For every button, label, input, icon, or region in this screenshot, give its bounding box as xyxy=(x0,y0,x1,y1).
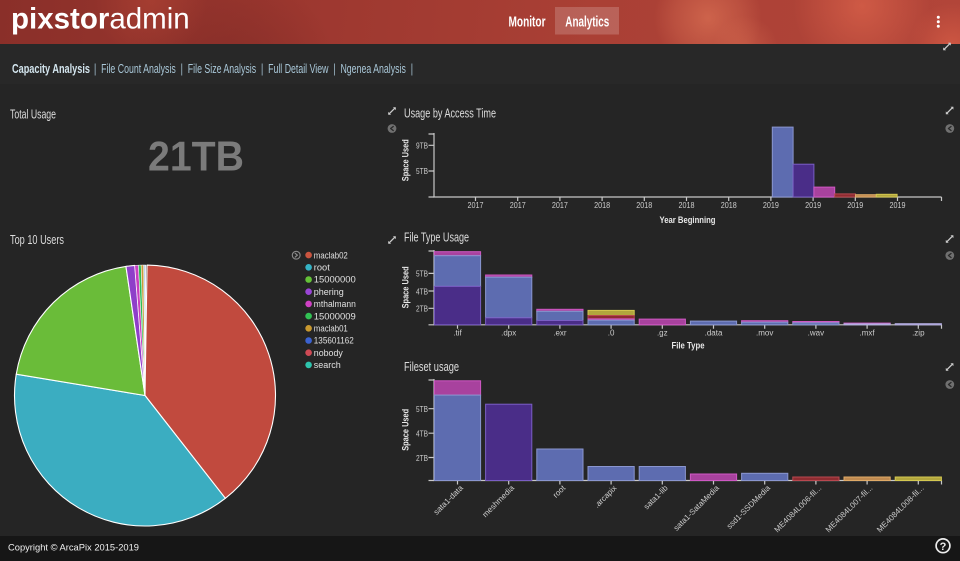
svg-text:File Type Usage: File Type Usage xyxy=(404,230,469,245)
svg-text:.zip: .zip xyxy=(912,328,925,337)
svg-text:?: ? xyxy=(940,541,947,553)
svg-text:Fileset usage: Fileset usage xyxy=(404,359,459,374)
svg-text:Space Used: Space Used xyxy=(400,139,411,181)
svg-text:2018: 2018 xyxy=(594,201,610,210)
svg-text:.arcapix: .arcapix xyxy=(592,484,618,510)
svg-text:135601162: 135601162 xyxy=(314,336,354,346)
svg-text:2018: 2018 xyxy=(721,201,737,210)
svg-text:maclab01: maclab01 xyxy=(314,324,348,334)
svg-text:.gz: .gz xyxy=(657,328,668,337)
svg-text:.data: .data xyxy=(705,328,723,337)
svg-text:4TB: 4TB xyxy=(416,430,428,439)
svg-text:.mxf: .mxf xyxy=(860,328,876,337)
svg-text:root: root xyxy=(314,263,331,273)
svg-text:4TB: 4TB xyxy=(416,287,428,296)
svg-text:2019: 2019 xyxy=(763,201,779,210)
svg-text:.0: .0 xyxy=(608,328,615,337)
svg-text:5TB: 5TB xyxy=(416,270,428,279)
svg-text:mthalmann: mthalmann xyxy=(314,299,356,309)
svg-text:Space Used: Space Used xyxy=(400,409,411,451)
svg-text:.exr: .exr xyxy=(553,328,567,337)
svg-text:Total Usage: Total Usage xyxy=(10,106,56,121)
svg-text:2019: 2019 xyxy=(890,201,906,210)
svg-text:2017: 2017 xyxy=(468,201,484,210)
svg-text:Space Used: Space Used xyxy=(400,266,411,308)
svg-text:2TB: 2TB xyxy=(416,305,428,314)
svg-text:9TB: 9TB xyxy=(416,141,428,150)
svg-text:2019: 2019 xyxy=(847,201,863,210)
svg-text:sata1-data: sata1-data xyxy=(432,483,465,516)
svg-text:.wav: .wav xyxy=(808,328,824,337)
svg-text:2017: 2017 xyxy=(552,201,568,210)
svg-text:5TB: 5TB xyxy=(416,167,428,176)
svg-text:sata1-lib: sata1-lib xyxy=(642,483,670,511)
svg-text:Monitor: Monitor xyxy=(509,14,546,31)
svg-text:Top 10 Users: Top 10 Users xyxy=(10,232,64,247)
svg-text:pixstoradmin: pixstoradmin xyxy=(11,3,190,36)
svg-text:Year Beginning: Year Beginning xyxy=(660,215,716,225)
svg-text:maclab02: maclab02 xyxy=(314,250,348,260)
svg-text:2018: 2018 xyxy=(636,201,652,210)
svg-text:5TB: 5TB xyxy=(416,405,428,414)
svg-text:15000009: 15000009 xyxy=(314,311,356,321)
svg-text:ssd1-SSDMedia: ssd1-SSDMedia xyxy=(725,483,773,531)
svg-text:phering: phering xyxy=(314,287,344,297)
svg-text:ME4084L008-fil...: ME4084L008-fil... xyxy=(875,484,926,535)
svg-text:2TB: 2TB xyxy=(416,454,428,463)
svg-text:Analytics: Analytics xyxy=(565,14,609,31)
svg-text:.tif: .tif xyxy=(453,328,462,337)
svg-text:Copyright © ArcaPix 2015-2019: Copyright © ArcaPix 2015-2019 xyxy=(8,543,139,554)
svg-text:Capacity Analysis: Capacity Analysis xyxy=(12,61,90,76)
svg-text:ME4084L007-fil...: ME4084L007-fil... xyxy=(824,484,875,535)
svg-text:meshmedia: meshmedia xyxy=(481,483,517,519)
svg-text:.dpx: .dpx xyxy=(501,328,516,337)
svg-text:ME4084L006-fil...: ME4084L006-fil... xyxy=(773,484,824,535)
svg-text:nobody: nobody xyxy=(314,348,343,358)
svg-text:2017: 2017 xyxy=(510,201,526,210)
svg-text:.mov: .mov xyxy=(756,328,773,337)
svg-text:15000000: 15000000 xyxy=(314,275,356,285)
svg-text:root: root xyxy=(551,483,568,500)
svg-text:Usage by Access Time: Usage by Access Time xyxy=(404,106,496,121)
svg-text:2018: 2018 xyxy=(679,201,695,210)
svg-text:search: search xyxy=(314,360,341,370)
svg-text:sata1-SataMedia: sata1-SataMedia xyxy=(672,483,722,533)
svg-text:File Type: File Type xyxy=(672,341,705,351)
svg-text:2019: 2019 xyxy=(805,201,821,210)
svg-text:21TB: 21TB xyxy=(148,133,244,180)
svg-text:| File Count Analysis | Fil: | File Count Analysis | File Size Analys… xyxy=(94,61,413,76)
